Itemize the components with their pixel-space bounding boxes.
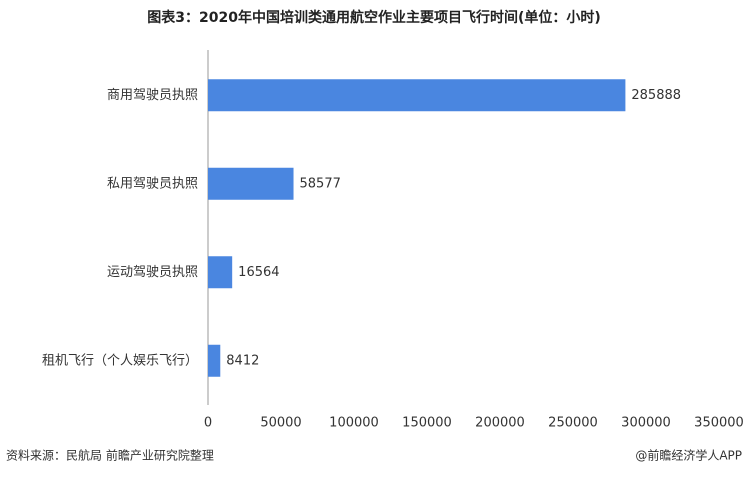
- bar: [208, 256, 233, 289]
- y-tick-label: 商用驾驶员执照: [107, 88, 198, 103]
- source: 资料来源：民航局 前瞻产业研究院整理: [6, 448, 214, 463]
- value-label: 8412: [226, 353, 259, 368]
- value-label: 285888: [631, 88, 681, 103]
- value-label: 58577: [300, 176, 341, 191]
- value-label: 16564: [238, 265, 279, 280]
- bar: [208, 167, 294, 200]
- x-tick-label: 50000: [260, 416, 301, 431]
- y-tick-label: 租机飞行（个人娱乐飞行）: [42, 353, 198, 368]
- x-tick-label: 350000: [694, 416, 744, 431]
- chart-title: 图表3：2020年中国培训类通用航空作业主要项目飞行时间(单位：小时): [147, 9, 601, 26]
- bar: [208, 79, 626, 112]
- y-tick-label: 私用驾驶员执照: [107, 176, 198, 191]
- x-tick-label: 200000: [475, 416, 525, 431]
- x-tick-label: 100000: [329, 416, 379, 431]
- x-tick-label: 0: [204, 416, 212, 431]
- x-tick-label: 150000: [402, 416, 452, 431]
- bar: [208, 344, 221, 377]
- x-tick-label: 250000: [548, 416, 598, 431]
- y-tick-label: 运动驾驶员执照: [107, 265, 198, 280]
- credit: @前瞻经济学人APP: [635, 448, 742, 463]
- x-tick-label: 300000: [621, 416, 671, 431]
